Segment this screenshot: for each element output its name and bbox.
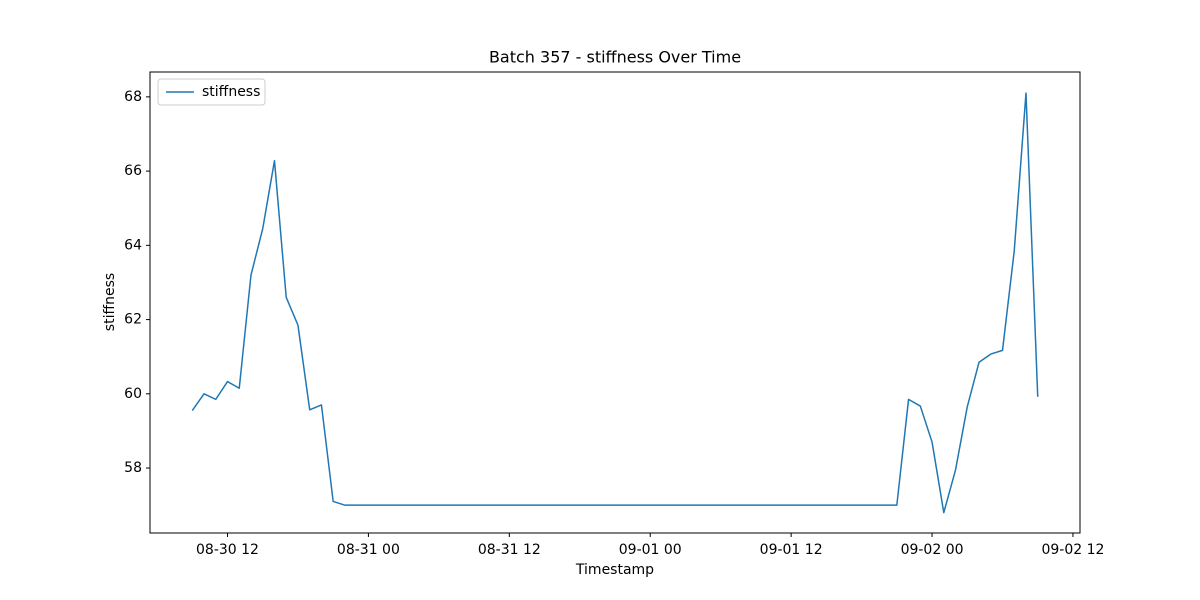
x-tick-label: 08-31 00 [337, 542, 400, 558]
y-tick-label: 58 [124, 460, 142, 476]
x-axis-label: Timestamp [575, 562, 654, 578]
x-tick-label: 09-02 00 [901, 542, 964, 558]
x-tick-label: 09-01 00 [619, 542, 682, 558]
x-tick-label: 08-31 12 [478, 542, 541, 558]
y-tick-label: 60 [124, 386, 142, 402]
y-tick-label: 66 [124, 163, 142, 179]
y-tick-label: 68 [124, 89, 142, 105]
legend: stiffness [157, 78, 266, 106]
chart-title: Batch 357 - stiffness Over Time [489, 48, 741, 67]
legend-box [157, 78, 266, 106]
plot-frame [149, 71, 1081, 534]
x-tick-label: 08-30 12 [196, 542, 259, 558]
y-tick-label: 62 [124, 312, 142, 328]
x-tick-label: 09-01 12 [760, 542, 823, 558]
y-axis-label: stiffness [102, 273, 118, 331]
y-tick-label: 64 [124, 237, 142, 253]
x-tick-label: 09-02 12 [1041, 542, 1104, 558]
legend-label: stiffness [202, 84, 260, 100]
data-line [191, 92, 1039, 514]
